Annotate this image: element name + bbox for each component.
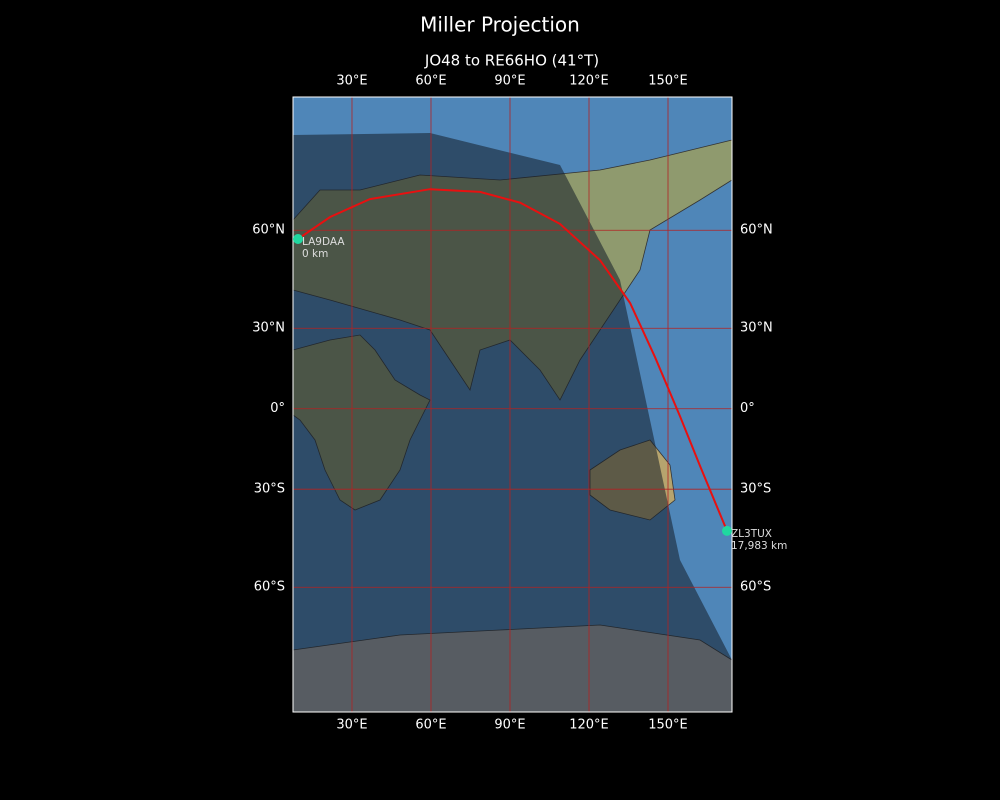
title: Miller Projection — [420, 13, 580, 37]
grid — [293, 97, 732, 712]
station-name: ZL3TUX — [731, 528, 772, 540]
x-tick-label: 90°E — [494, 718, 525, 733]
x-tick-label: 30°E — [336, 74, 367, 89]
y-tick-label: 0° — [270, 401, 285, 416]
y-tick-label: 30°N — [740, 321, 773, 336]
y-tick-label: 60°S — [740, 580, 771, 595]
y-tick-label: 30°S — [740, 482, 771, 497]
y-tick-label: 60°N — [252, 223, 285, 238]
y-tick-label: 60°S — [254, 580, 285, 595]
x-tick-label: 120°E — [569, 74, 609, 89]
x-tick-label: 60°E — [415, 74, 446, 89]
station-marker — [293, 234, 304, 245]
y-tick-label: 30°S — [254, 482, 285, 497]
subtitle: JO48 to RE66HO (41°T) — [424, 52, 599, 70]
x-tick-label: 120°E — [569, 718, 609, 733]
y-tick-label: 60°N — [740, 223, 773, 238]
station-marker — [721, 525, 732, 536]
station-distance: 0 km — [302, 248, 328, 260]
map-frame — [292, 96, 733, 713]
x-tick-label: 150°E — [648, 74, 688, 89]
route-line — [297, 188, 728, 532]
station-distance: 17,983 km — [731, 540, 787, 552]
y-tick-label: 30°N — [252, 321, 285, 336]
station-name: LA9DAA — [302, 236, 345, 248]
x-tick-label: 90°E — [494, 74, 525, 89]
night-shade — [293, 133, 732, 712]
basemap — [292, 97, 733, 713]
x-tick-label: 150°E — [648, 718, 688, 733]
x-tick-label: 60°E — [415, 718, 446, 733]
x-tick-label: 30°E — [336, 718, 367, 733]
y-tick-label: 0° — [740, 401, 755, 416]
